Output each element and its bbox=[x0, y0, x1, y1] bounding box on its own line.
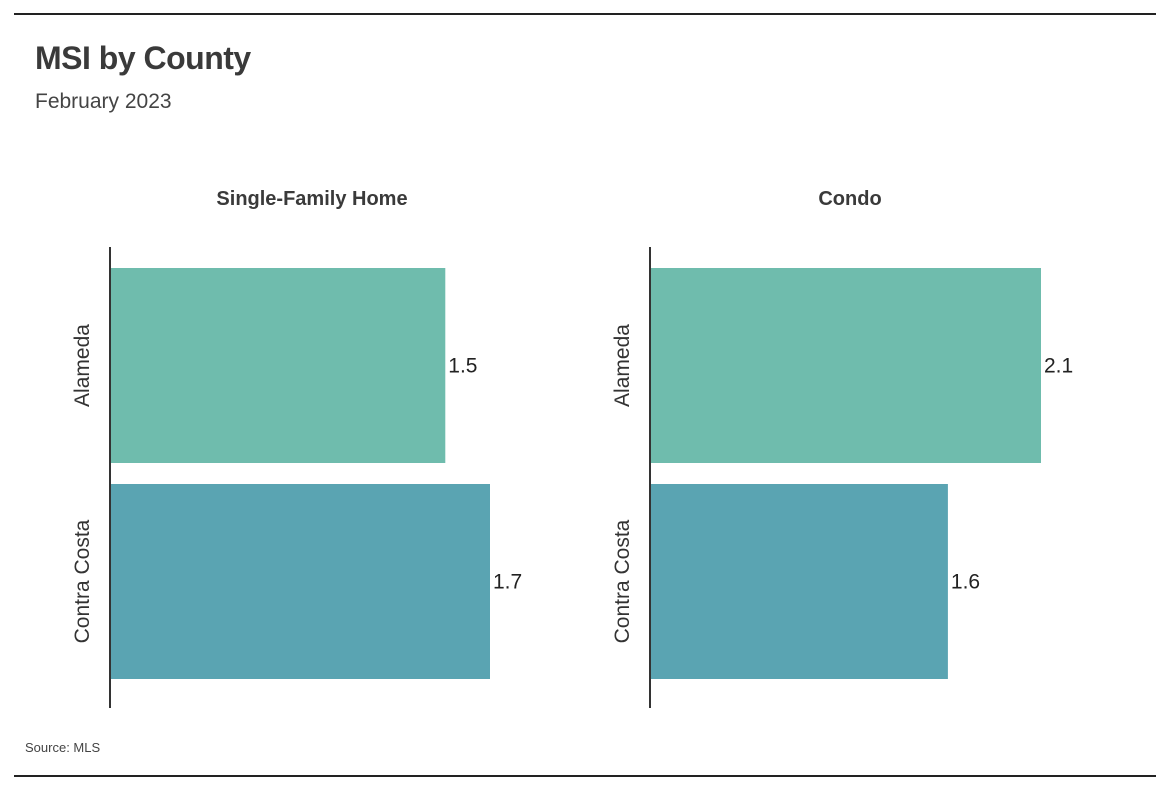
bar-condo-contra-costa bbox=[650, 484, 948, 679]
bar-condo-alameda bbox=[650, 268, 1041, 463]
category-label-single-family-contra-costa: Contra Costa bbox=[71, 519, 94, 643]
chart-subtitle: February 2023 bbox=[35, 90, 172, 113]
data-label-condo-alameda: 2.1 bbox=[1044, 355, 1073, 378]
data-label-single-family-alameda: 1.5 bbox=[448, 355, 477, 378]
top-rule bbox=[14, 13, 1156, 15]
source-note: Source: MLS bbox=[25, 740, 101, 755]
category-label-condo-contra-costa: Contra Costa bbox=[611, 519, 634, 643]
bar-single-family-contra-costa bbox=[110, 484, 490, 679]
data-label-single-family-contra-costa: 1.7 bbox=[493, 571, 522, 594]
chart-title: MSI by County bbox=[35, 40, 251, 76]
panel-title-condo: Condo bbox=[818, 188, 882, 210]
category-label-condo-alameda: Alameda bbox=[611, 324, 634, 407]
bottom-rule bbox=[14, 775, 1156, 777]
category-label-single-family-alameda: Alameda bbox=[71, 324, 94, 407]
data-label-condo-contra-costa: 1.6 bbox=[951, 571, 980, 594]
bar-single-family-alameda bbox=[110, 268, 446, 463]
panel-title-single-family: Single-Family Home bbox=[216, 188, 408, 210]
